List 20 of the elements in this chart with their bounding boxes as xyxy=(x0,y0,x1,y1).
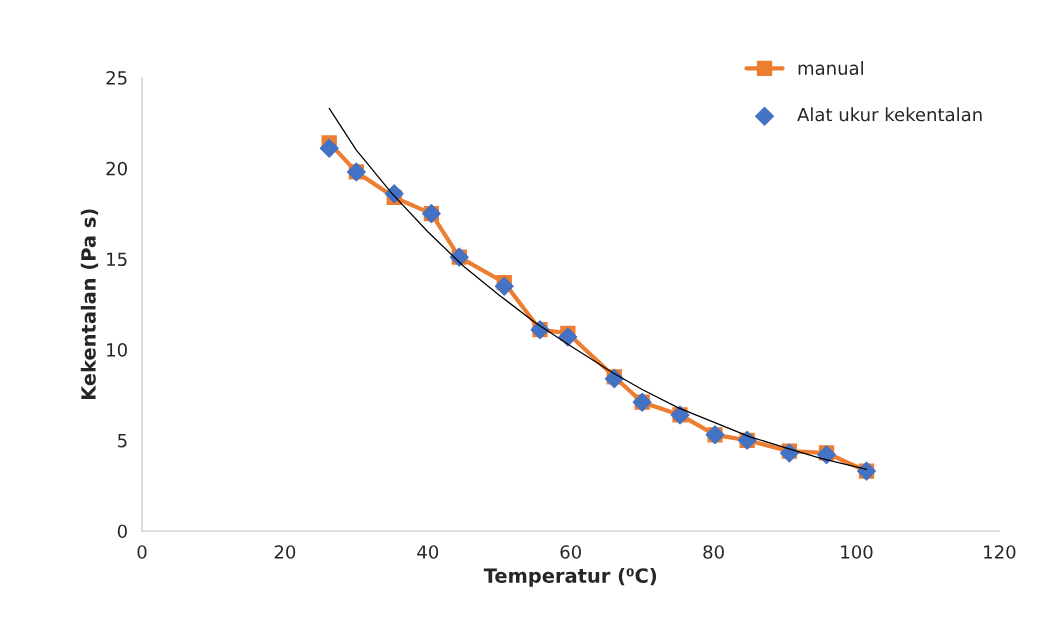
x-tick-label: 80 xyxy=(703,545,724,559)
y-tick-label: 15 xyxy=(107,252,127,267)
x-tick-label: 0 xyxy=(137,545,147,559)
x-tick-label: 60 xyxy=(560,545,581,559)
x-tick-label: 40 xyxy=(417,545,439,559)
y-tick-label: 0 xyxy=(117,524,127,539)
legend-label: manual xyxy=(798,61,863,75)
point xyxy=(494,276,514,296)
point xyxy=(817,445,836,465)
y-tick-label: 25 xyxy=(106,71,127,85)
x-axis-title: Temperatur (⁰C) xyxy=(483,567,657,587)
x-tick-label: 20 xyxy=(274,545,296,559)
y-tick-label: 10 xyxy=(107,343,127,357)
y-tick-label: 5 xyxy=(118,433,127,448)
x-tick-label: 100 xyxy=(841,545,873,559)
x-tick-label: 120 xyxy=(984,545,1016,559)
point xyxy=(319,138,339,158)
y-axis-title: Kekentalan (Pa s) xyxy=(80,209,99,400)
y-tick-label: 20 xyxy=(106,161,127,176)
legend-label: Alat ukur kekentalan xyxy=(797,107,982,122)
